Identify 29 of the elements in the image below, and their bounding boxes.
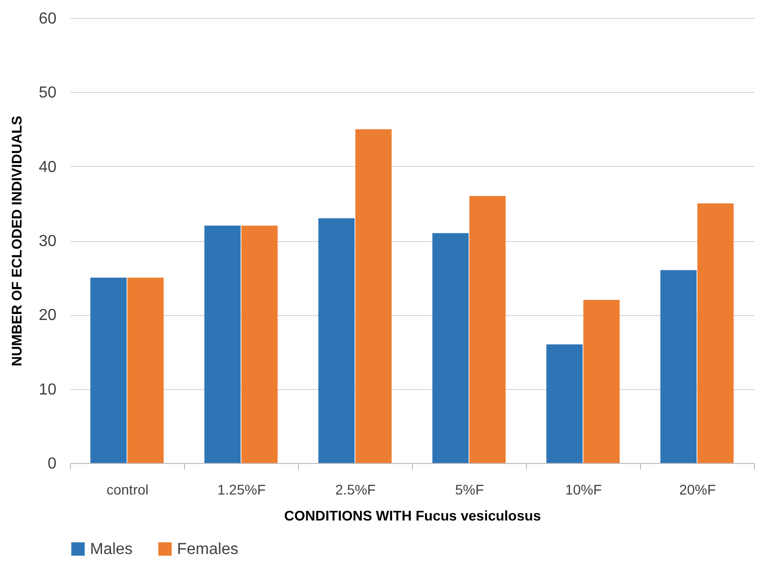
y-tick-label: 20: [38, 307, 57, 324]
y-tick-label: 60: [38, 10, 57, 28]
x-tick-label: 10%F: [565, 482, 602, 498]
x-tick-label: control: [106, 482, 149, 498]
bar: [127, 278, 164, 463]
bar: [660, 270, 697, 463]
bar: [583, 300, 620, 463]
y-tick-label: 10: [38, 381, 57, 398]
y-tick-label: 50: [38, 84, 57, 102]
legend-label: Females: [177, 541, 238, 558]
legend-label: Males: [90, 541, 133, 558]
x-tick-label: 20%F: [679, 482, 716, 498]
y-tick-label: 30: [38, 233, 57, 250]
bar: [355, 129, 392, 463]
bar: [697, 203, 734, 463]
bar: [318, 218, 355, 463]
x-tick-label: 2.5%F: [335, 482, 376, 498]
bar: [432, 233, 469, 463]
x-axis-title: CONDITIONS WITH Fucus vesiculosus: [284, 508, 542, 524]
x-tick-label: 5%F: [455, 482, 484, 498]
y-tick-label: 40: [38, 158, 57, 176]
bar: [241, 226, 278, 463]
y-axis-title: NUMBER OF ECLODED INDIVIDUALS: [8, 116, 25, 366]
bar: [90, 278, 127, 463]
bar: [546, 344, 583, 463]
x-tick-label: 1.25%F: [217, 482, 266, 498]
y-tick-label: 0: [48, 456, 57, 472]
bar: [204, 226, 241, 463]
bar: [469, 196, 506, 463]
